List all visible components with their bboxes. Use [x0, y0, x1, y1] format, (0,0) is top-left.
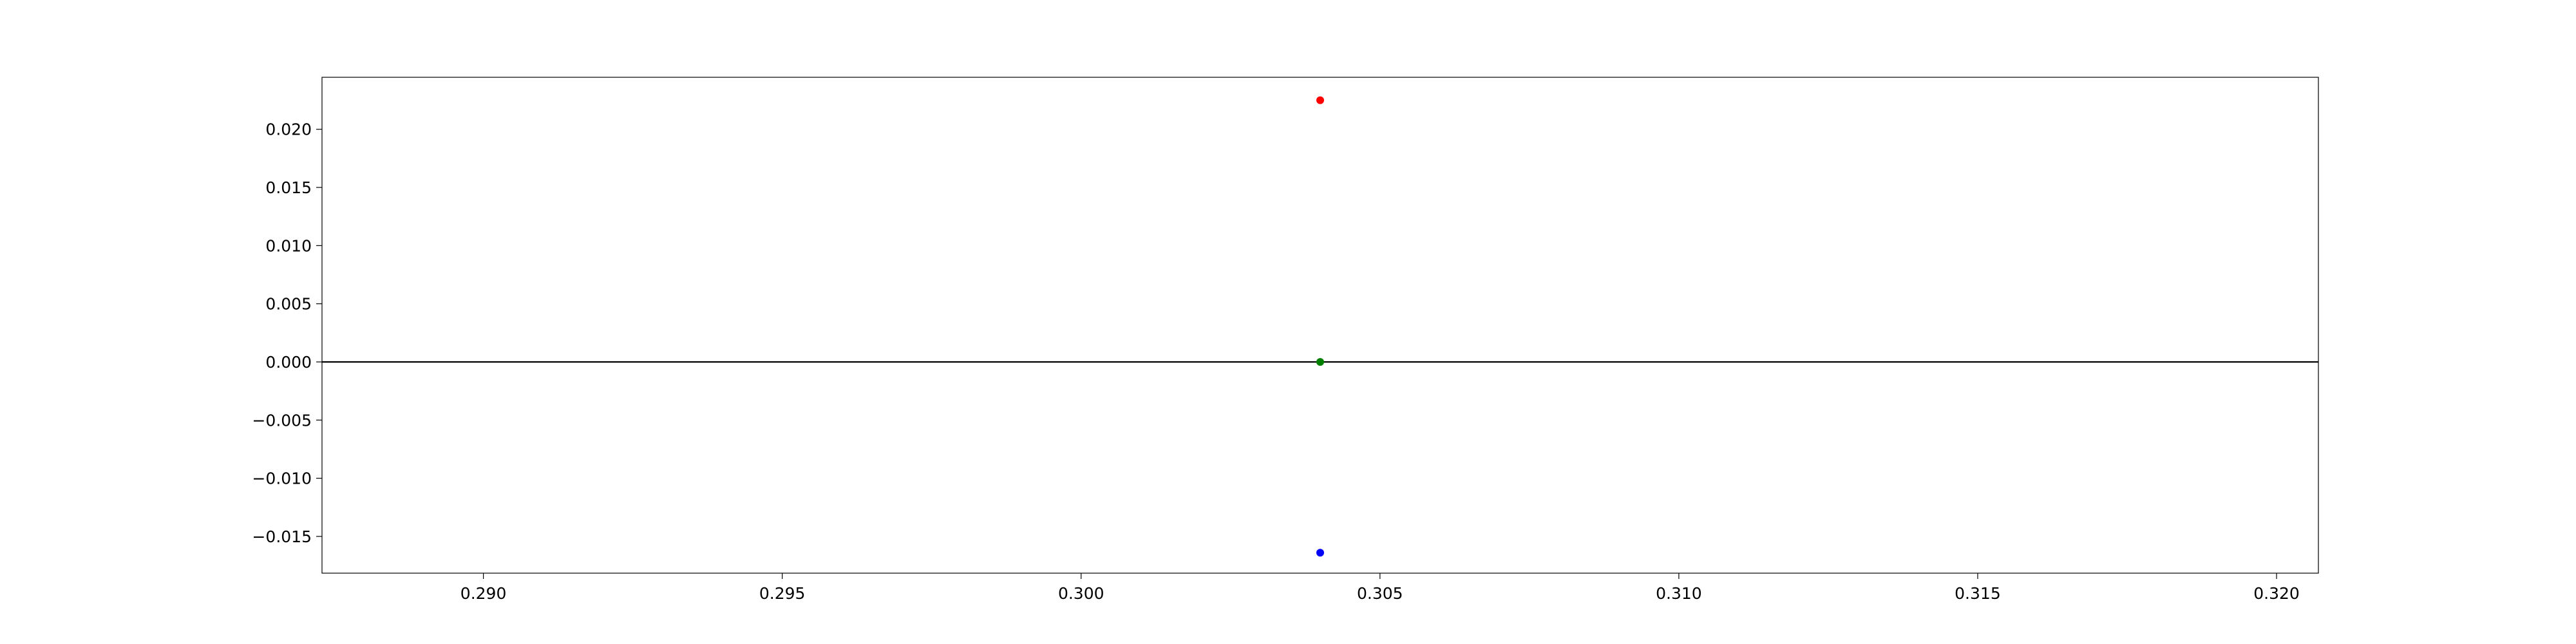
x-tick-label: 0.310 [1656, 584, 1702, 603]
x-tick-label: 0.320 [2253, 584, 2300, 603]
plot-area-frame [321, 77, 2319, 574]
y-tick-label: −0.005 [252, 411, 312, 430]
x-tick-label: 0.315 [1955, 584, 2001, 603]
x-tick-label: 0.305 [1357, 584, 1403, 603]
x-axis: 0.290 0.295 0.300 0.305 0.310 0.315 0.320 [460, 573, 2300, 603]
x-tick-label: 0.290 [460, 584, 507, 603]
y-tick-label: 0.015 [265, 178, 312, 197]
y-tick-label: −0.010 [252, 469, 312, 488]
y-tick-label: 0.010 [265, 236, 312, 255]
data-points [1316, 96, 1324, 557]
y-tick-label: −0.015 [252, 527, 312, 546]
x-tick-label: 0.295 [759, 584, 806, 603]
data-point [1316, 549, 1324, 557]
y-tick-label: 0.005 [265, 295, 312, 314]
data-point [1316, 96, 1324, 104]
y-tick-label: 0.000 [265, 353, 312, 372]
y-tick-label: 0.020 [265, 120, 312, 139]
x-tick-label: 0.300 [1058, 584, 1104, 603]
y-axis: 0.020 0.015 0.010 0.005 0.000 −0.005 −0.010 −0.… [252, 120, 322, 546]
data-point [1316, 357, 1324, 366]
